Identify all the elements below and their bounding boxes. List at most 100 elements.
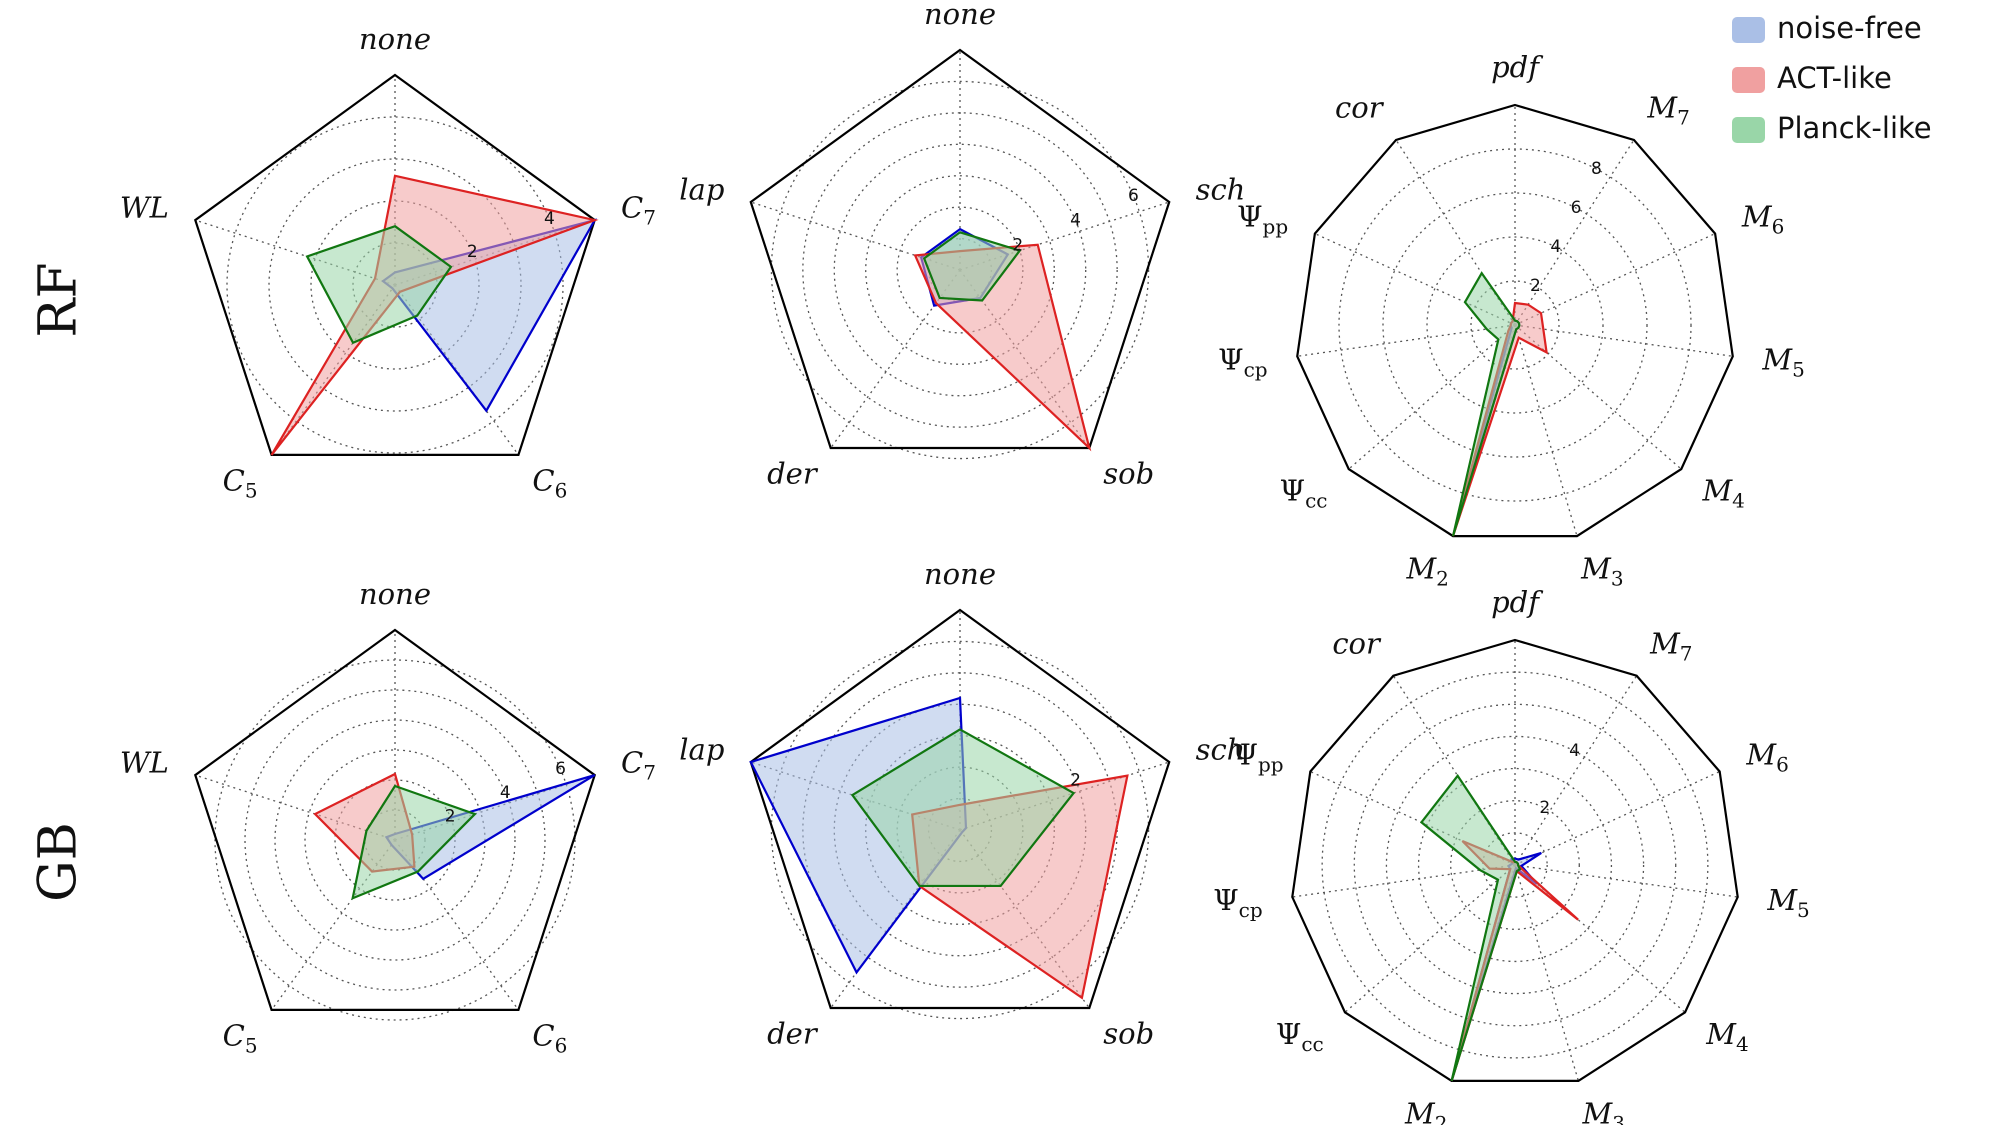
axis-label-c-7-sub: 7 bbox=[643, 760, 656, 784]
axis-label-cor-base: cor bbox=[1335, 91, 1385, 125]
axis-label-m-4: M4 bbox=[1701, 474, 1744, 513]
grid-ring bbox=[833, 143, 1087, 397]
grid-ring bbox=[1385, 735, 1645, 995]
legend-label: ACT-like bbox=[1777, 61, 1892, 95]
axis-label-m-4: M4 bbox=[1705, 1017, 1748, 1056]
grid-ring bbox=[1338, 148, 1692, 502]
tick-label: 2 bbox=[1539, 798, 1550, 818]
axis-label-m-3-sub: 3 bbox=[1612, 1111, 1625, 1125]
axis-label--cc: Ψcc bbox=[1280, 474, 1328, 513]
axis-label--pp-sub: pp bbox=[1258, 752, 1284, 776]
axis-label-sob-base: sob bbox=[1103, 456, 1154, 490]
grid-spoke bbox=[394, 284, 519, 456]
axis-label-m-6-sub: 6 bbox=[1772, 214, 1785, 238]
axis-label-m-4-sub: 4 bbox=[1732, 488, 1745, 512]
tick-label: 8 bbox=[1591, 159, 1602, 179]
axis-label-c-6: C6 bbox=[532, 463, 567, 502]
axis-label-m-6-base: M bbox=[1741, 200, 1773, 234]
axis-label-m-2-base: M bbox=[1405, 552, 1437, 586]
axis-label-m-3-base: M bbox=[1580, 552, 1612, 586]
axis-label-sob: sob bbox=[1103, 456, 1154, 490]
grid-spoke bbox=[1514, 233, 1716, 326]
axis-label--pp-base: Ψ bbox=[1237, 200, 1262, 234]
axis-label-m-7-base: M bbox=[1649, 626, 1681, 660]
grid-spoke bbox=[1514, 324, 1578, 537]
axis-label-m-3-sub: 3 bbox=[1611, 566, 1624, 590]
axis-label-none-base: none bbox=[924, 0, 996, 31]
axis-label-m-7-base: M bbox=[1646, 91, 1678, 125]
radar-frame bbox=[193, 628, 597, 1011]
axis-label-c-6-base: C bbox=[532, 463, 554, 497]
axis-label-none: none bbox=[359, 22, 431, 56]
axis-label-c-6-base: C bbox=[532, 1018, 554, 1052]
axis-label-m-6: M6 bbox=[1741, 200, 1784, 239]
axis-label-m-7-sub: 7 bbox=[1677, 105, 1690, 129]
series-planck-like-polygon bbox=[305, 224, 453, 345]
axis-label-none: none bbox=[924, 557, 996, 591]
grid-spoke bbox=[1348, 324, 1516, 470]
axis-label--cp-sub: cp bbox=[1239, 898, 1263, 922]
axis-label--cc: Ψcc bbox=[1276, 1017, 1324, 1056]
axis-label-cor: cor bbox=[1332, 626, 1382, 660]
axis-label-c-7-base: C bbox=[621, 191, 643, 225]
legend: noise-free ACT-like Planck-like bbox=[1732, 11, 1932, 145]
radar-chart-rf-2: 2 4 6 none sch sob der lap bbox=[679, 0, 1245, 490]
legend-swatch bbox=[1732, 67, 1765, 93]
axis-label-c-7-base: C bbox=[621, 746, 643, 780]
grid-spoke bbox=[1297, 324, 1516, 357]
tick-label: 2 bbox=[445, 806, 456, 826]
axis-label-sch: sch bbox=[1196, 733, 1246, 767]
tick-label: 6 bbox=[1571, 198, 1582, 218]
axis-label-m-5: M5 bbox=[1761, 342, 1804, 381]
axis-label-lap-base: lap bbox=[679, 733, 724, 767]
grid-ring bbox=[1382, 192, 1648, 458]
axis-label-m-6-base: M bbox=[1745, 738, 1777, 772]
series-planck-like-polygon bbox=[351, 784, 477, 901]
axis-label-der-base: der bbox=[767, 1016, 819, 1050]
legend-label: Planck-like bbox=[1777, 111, 1932, 145]
axis-label-m-7: M7 bbox=[1646, 91, 1689, 130]
axis-label-m-5-base: M bbox=[1766, 883, 1798, 917]
tick-label: 2 bbox=[1530, 276, 1541, 296]
row-label-gb: GB bbox=[29, 822, 89, 902]
axis-label--cp: Ψcp bbox=[1213, 883, 1262, 922]
axis-label-c-7: C7 bbox=[621, 746, 656, 785]
series-planck-like-polygon bbox=[850, 728, 1076, 888]
axis-label-c-5-sub: 5 bbox=[245, 478, 258, 502]
grid-ring bbox=[1353, 703, 1677, 1027]
axis-label--pp-sub: pp bbox=[1263, 214, 1289, 238]
axis-label-none-base: none bbox=[924, 557, 996, 591]
axis-label--cp: Ψcp bbox=[1218, 342, 1267, 381]
axis-label-none-base: none bbox=[359, 22, 431, 56]
grid-spoke bbox=[1292, 864, 1516, 898]
axis-label-c-5-base: C bbox=[223, 1018, 245, 1052]
axis-label-c-5-base: C bbox=[223, 463, 245, 497]
grid-ring bbox=[1426, 236, 1604, 414]
axis-label-m-3: M3 bbox=[1580, 552, 1623, 591]
grid-ring bbox=[244, 689, 546, 991]
legend-swatch bbox=[1732, 17, 1765, 43]
axis-label-cor: cor bbox=[1335, 91, 1385, 125]
axis-label-lap-base: lap bbox=[679, 173, 724, 207]
axis-label-pdf-base: pdf bbox=[1491, 50, 1544, 84]
axis-label-der: der bbox=[767, 456, 819, 490]
axis-label-c-7: C7 bbox=[621, 191, 656, 230]
tick-label: 6 bbox=[1128, 186, 1139, 206]
axis-label-pdf: pdf bbox=[1491, 585, 1544, 619]
radar-frame bbox=[749, 48, 1171, 450]
axis-label-m-2-sub: 2 bbox=[1435, 1111, 1448, 1125]
axis-label--cc-base: Ψ bbox=[1280, 474, 1305, 508]
grid-ring bbox=[1450, 800, 1580, 930]
tick-label: 2 bbox=[1012, 235, 1023, 255]
tick-label: 4 bbox=[544, 209, 555, 229]
axis-label-cor-base: cor bbox=[1332, 626, 1382, 660]
grid-spoke bbox=[1344, 864, 1516, 1013]
axis-label--cc-sub: cc bbox=[1301, 1031, 1323, 1055]
grid-ring bbox=[226, 116, 564, 454]
grid-spoke bbox=[394, 839, 519, 1011]
axis-label-m-2: M2 bbox=[1404, 1096, 1447, 1125]
grid-spoke bbox=[195, 219, 396, 286]
grid-ring bbox=[1321, 671, 1709, 1059]
